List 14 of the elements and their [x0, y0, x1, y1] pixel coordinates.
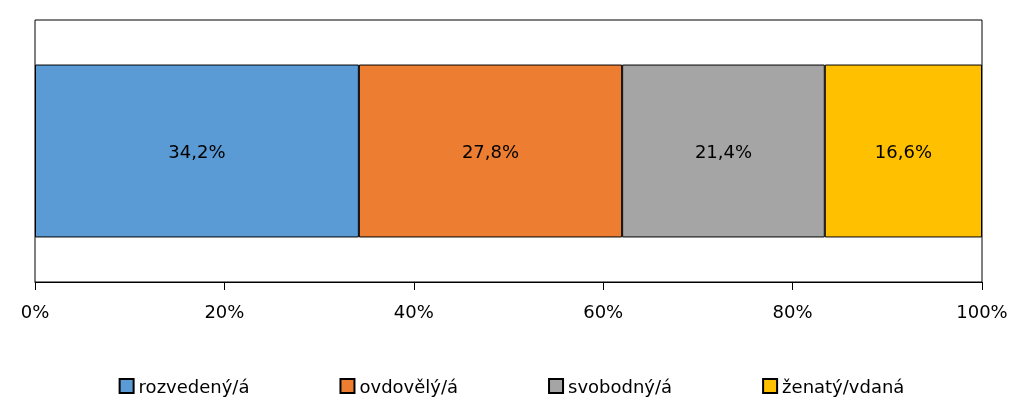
legend-label: svobodný/á: [568, 375, 673, 397]
legend-label: ovdovělý/á: [359, 375, 459, 397]
x-tick-label: 20%: [204, 300, 245, 322]
x-tick-label: 80%: [772, 300, 813, 322]
data-label: 16,6%: [874, 140, 932, 162]
data-label: 27,8%: [461, 140, 520, 162]
legend-label: rozvedený/á: [138, 375, 250, 397]
x-tick-label: 0%: [20, 300, 50, 322]
data-label: 34,2%: [168, 140, 226, 162]
x-tick-label: 40%: [393, 300, 434, 322]
legend-label: ženatý/vdaná: [782, 375, 905, 397]
x-tick-label: 60%: [583, 300, 624, 322]
data-label: 21,4%: [694, 140, 753, 162]
x-tick-label: 100%: [956, 300, 1008, 322]
